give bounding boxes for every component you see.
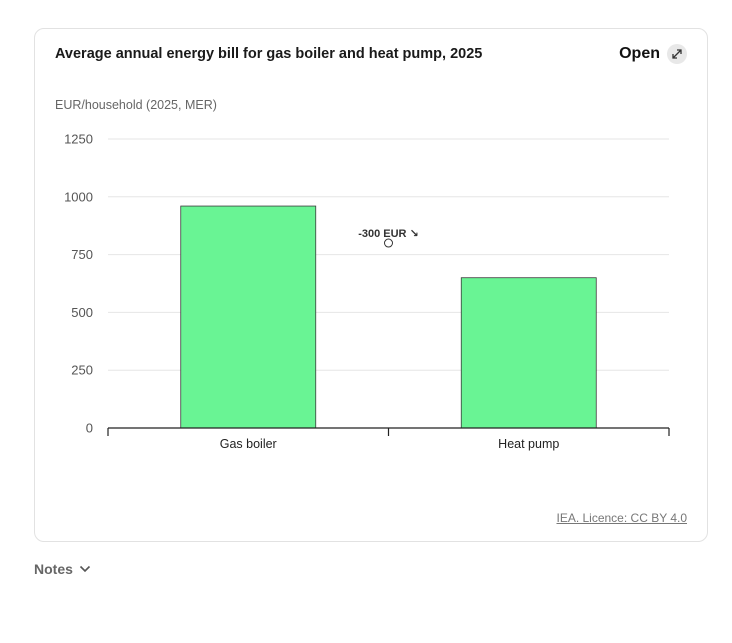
- annotation-marker: [384, 238, 393, 248]
- bar: [460, 277, 597, 429]
- chart-title: Average annual energy bill for gas boile…: [55, 46, 483, 62]
- licence-link[interactable]: IEA. Licence: CC BY 4.0: [556, 511, 687, 525]
- y-tick-label: 1000: [64, 189, 93, 204]
- open-button[interactable]: Open: [619, 44, 687, 64]
- y-tick-label: 250: [71, 363, 93, 378]
- notes-label: Notes: [34, 561, 73, 577]
- y-tick-label: 0: [86, 421, 93, 436]
- chevron-down-icon: [79, 565, 90, 573]
- y-tick-label: 750: [71, 247, 93, 262]
- x-tick-label: Gas boiler: [220, 437, 277, 451]
- notes-toggle[interactable]: Notes: [34, 561, 91, 577]
- bar: [180, 205, 317, 429]
- expand-icon: [667, 44, 687, 64]
- x-tick-label: Heat pump: [498, 437, 559, 451]
- annotation-label: -300 EUR ↘: [358, 228, 419, 240]
- y-tick-label: 1250: [64, 132, 93, 147]
- open-label: Open: [619, 45, 660, 62]
- y-tick-label: 500: [71, 305, 93, 320]
- y-axis-label: EUR/household (2025, MER): [55, 98, 217, 112]
